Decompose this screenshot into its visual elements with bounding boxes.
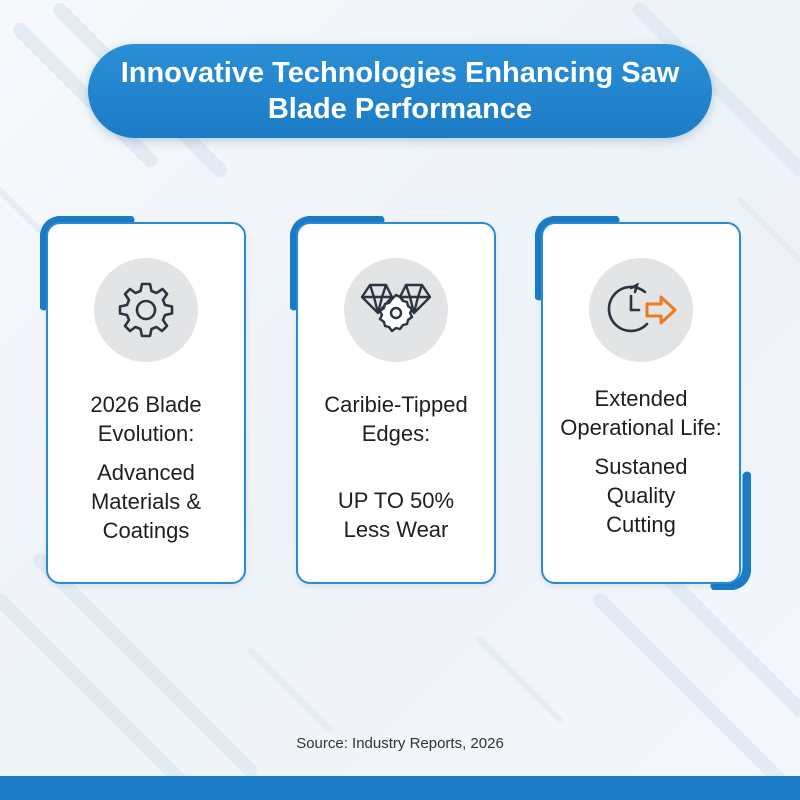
- card-text: Sustaned Quality Cutting: [594, 454, 688, 537]
- card-text: UP TO 50% Less Wear: [337, 488, 455, 542]
- clock-arrow-icon: [607, 282, 677, 333]
- page-title: Innovative Technologies Enhancing Saw Bl…: [120, 57, 680, 125]
- card-accent: [290, 216, 385, 311]
- icon-circle: [344, 258, 448, 362]
- icon-circle: [94, 258, 198, 362]
- card-operational-life: Extended Operational Life: Sustaned Qual…: [535, 216, 751, 590]
- source-caption: Source: Industry Reports, 2026: [296, 735, 504, 752]
- card-heading: 2026 Blade Evolution:: [90, 392, 202, 446]
- bottom-bar: [0, 776, 800, 800]
- card-heading: Extended Operational Life:: [560, 386, 722, 440]
- title-banner: Innovative Technologies Enhancing Saw Bl…: [88, 44, 712, 138]
- card-carbide-edges: Caribie-Tipped Edges: UP TO 50% Less Wea…: [290, 216, 506, 590]
- card-accent: [40, 216, 135, 311]
- card-body-panel: Extended Operational Life: Sustaned Qual…: [541, 222, 741, 584]
- card-accent: [535, 216, 751, 590]
- card-body-panel: Caribie-Tipped Edges: UP TO 50% Less Wea…: [296, 222, 496, 584]
- card-text: Advanced Materials & Coatings: [90, 460, 202, 543]
- diamond-saw-icon: [360, 283, 432, 333]
- card-heading: Caribie-Tipped Edges:: [324, 392, 468, 446]
- card-body-panel: 2026 Blade Evolution: Advanced Materials…: [46, 222, 246, 584]
- gear-icon: [118, 282, 174, 338]
- card-blade-evolution: 2026 Blade Evolution: Advanced Materials…: [40, 216, 256, 590]
- icon-circle: [589, 258, 693, 362]
